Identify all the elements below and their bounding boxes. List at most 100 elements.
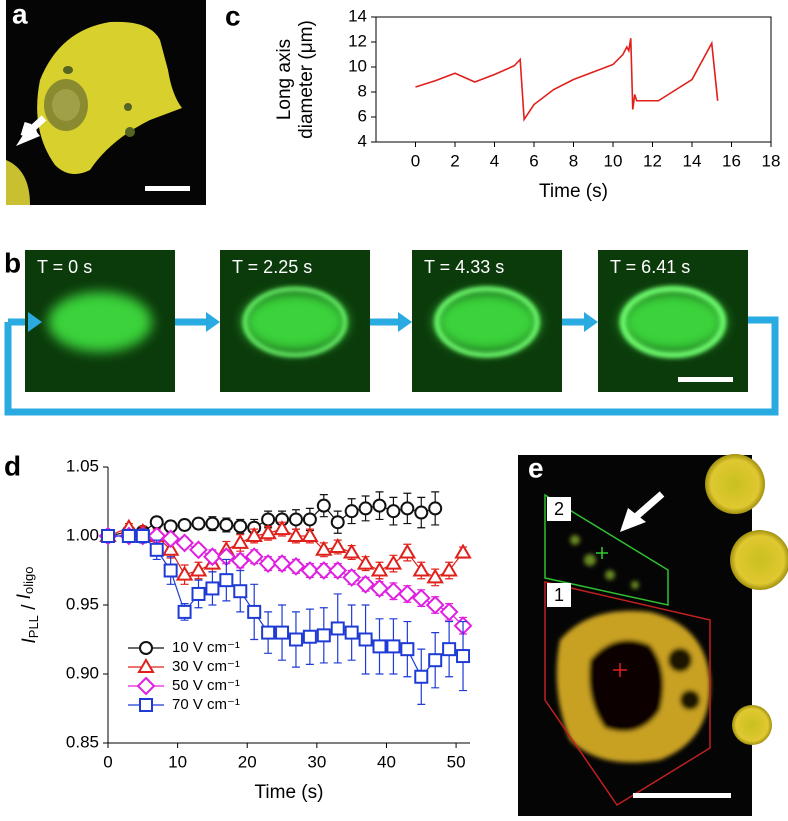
marker	[139, 641, 153, 655]
arrowhead	[584, 312, 598, 332]
marker	[454, 543, 472, 559]
marker	[356, 574, 375, 594]
marker	[397, 584, 417, 604]
x-tick-label: 18	[762, 151, 781, 170]
data-line	[415, 38, 719, 122]
marker	[328, 538, 347, 554]
marker	[302, 512, 317, 527]
marker	[136, 676, 156, 696]
marker	[189, 561, 208, 577]
marker	[414, 669, 429, 684]
y-axis-label-line: Long axis	[274, 39, 295, 120]
x-tick-label: 14	[683, 151, 702, 170]
marker	[302, 629, 317, 644]
marker	[259, 524, 277, 540]
marker	[231, 533, 250, 549]
x-tick-label: 6	[529, 151, 538, 170]
marker	[275, 625, 290, 640]
x-tick-label: 50	[447, 752, 466, 771]
marker	[205, 516, 220, 531]
marker	[316, 498, 331, 513]
y-axis-label-part: I	[14, 593, 35, 599]
marker	[177, 517, 192, 532]
cell	[435, 292, 539, 352]
marker	[287, 527, 305, 542]
marker	[384, 554, 403, 570]
marker	[442, 642, 457, 657]
marker	[219, 517, 234, 532]
cell	[48, 292, 152, 352]
x-tick-label: 2	[450, 151, 459, 170]
marker	[372, 498, 387, 513]
marker	[139, 698, 153, 712]
marker	[161, 529, 181, 549]
marker	[328, 561, 348, 580]
panel-label: c	[225, 0, 241, 31]
image-e	[518, 454, 788, 816]
scale-bar	[678, 377, 733, 382]
panel-label: b	[4, 247, 21, 278]
x-tick-label: 30	[307, 752, 326, 771]
y-tick-label: 1.00	[66, 525, 99, 544]
marker	[233, 519, 248, 534]
marker	[247, 604, 262, 619]
frame-time: T = 4.33 s	[424, 257, 504, 277]
marker	[411, 588, 431, 608]
marker	[425, 595, 445, 615]
x-tick-label: 10	[604, 151, 623, 170]
image-a	[6, 0, 206, 205]
marker	[330, 621, 345, 636]
marker	[288, 632, 303, 647]
x-tick-label: 12	[643, 151, 662, 170]
marker	[286, 556, 306, 576]
marker	[301, 527, 319, 542]
marker	[386, 639, 401, 654]
x-axis-label: Time (s)	[255, 782, 324, 803]
y-tick-label: 0.90	[66, 663, 99, 682]
marker	[439, 602, 459, 622]
marker	[316, 628, 331, 643]
marker	[261, 512, 276, 527]
image-b: T = 0 s T = 2.25 s T = 4.33 s T = 6.41 s	[4, 250, 779, 416]
marker	[272, 554, 292, 574]
cell	[621, 292, 725, 352]
marker	[273, 520, 291, 536]
y-axis-label-line: diameter (μm)	[296, 20, 317, 139]
region-label: 2	[554, 499, 564, 519]
marker	[203, 547, 222, 567]
y-tick-label: 6	[358, 106, 367, 125]
y-tick-label: 4	[358, 131, 367, 150]
marker	[315, 540, 333, 556]
marker	[426, 568, 444, 584]
marker	[428, 501, 443, 516]
y-tick-label: 0.95	[66, 594, 99, 613]
marker	[161, 540, 180, 556]
marker	[230, 551, 250, 571]
region-label: 1	[554, 585, 564, 605]
y-tick-label: 14	[348, 6, 367, 25]
x-axis-label: Time (s)	[539, 181, 608, 202]
marker	[233, 584, 248, 599]
marker	[191, 516, 206, 531]
y-tick-label: 12	[348, 31, 367, 50]
legend-label: 10 V cm⁻¹	[172, 639, 240, 656]
legend-label: 70 V cm⁻¹	[172, 696, 240, 713]
y-axis-label-part: I	[19, 638, 40, 644]
marker	[300, 561, 320, 580]
marker	[175, 533, 194, 553]
y-axis-label-part: oligo	[21, 566, 36, 593]
y-tick-label: 1.05	[66, 456, 99, 475]
marker	[191, 586, 206, 601]
arrowhead	[206, 312, 220, 332]
frame-time: T = 2.25 s	[232, 257, 312, 277]
x-tick-label: 16	[722, 151, 741, 170]
marker	[400, 501, 415, 516]
x-tick-label: 20	[238, 752, 257, 771]
cell	[243, 292, 347, 352]
marker	[177, 604, 192, 619]
marker	[258, 554, 278, 574]
marker	[342, 567, 362, 587]
marker	[121, 529, 136, 543]
marker	[314, 561, 334, 580]
marker	[414, 505, 429, 520]
